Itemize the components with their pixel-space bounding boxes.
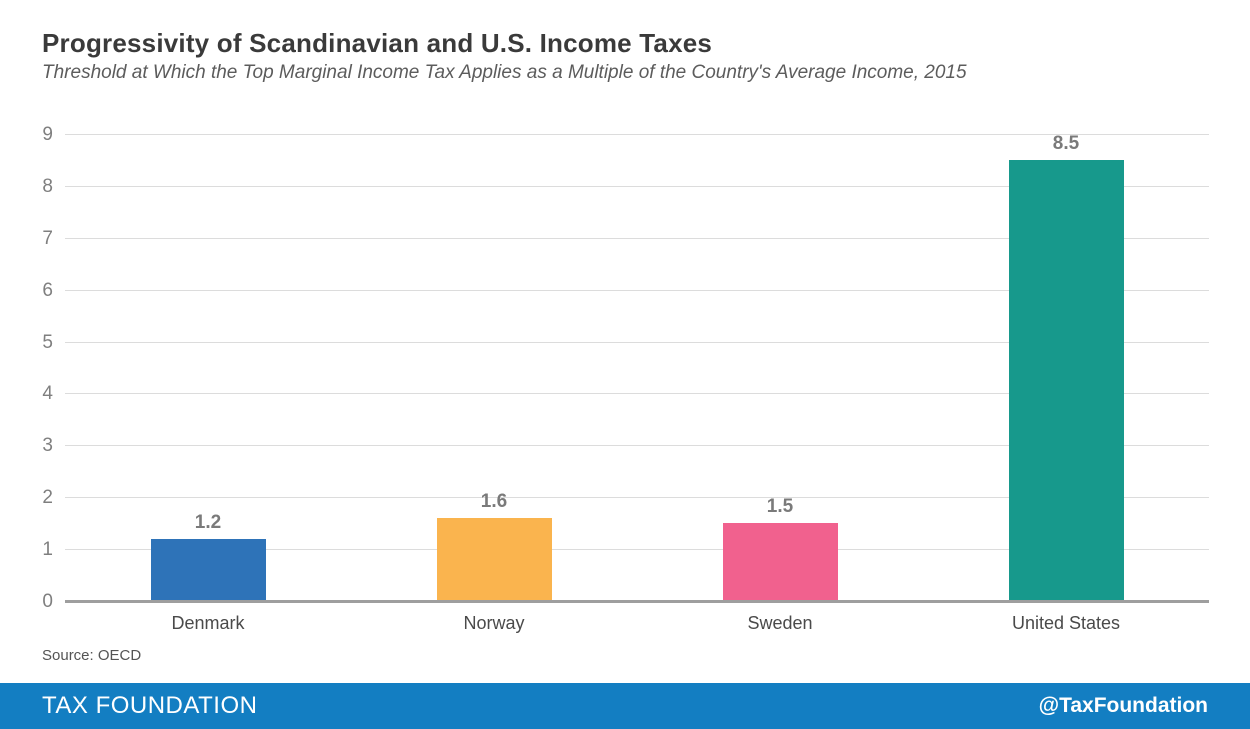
gridline xyxy=(65,549,1209,551)
gridline xyxy=(65,134,1209,135)
y-axis-tick-label: 7 xyxy=(42,227,53,249)
bar-denmark xyxy=(150,538,266,600)
bar-value-label: 8.5 xyxy=(1052,132,1080,154)
x-axis-category-label: Denmark xyxy=(171,613,245,633)
bar-norway xyxy=(436,517,552,600)
gridline xyxy=(65,185,1209,187)
x-axis-category-label: Norway xyxy=(463,613,525,633)
bar-united-states xyxy=(1008,159,1124,600)
source-note: Source: OECD xyxy=(42,647,142,664)
y-axis-tick-label: 5 xyxy=(42,331,53,353)
footer-bar: TAX FOUNDATION @TaxFoundation xyxy=(0,683,1250,729)
y-axis-tick-label: 8 xyxy=(42,175,53,197)
bar-value-label: 1.6 xyxy=(480,490,508,512)
bar-sweden xyxy=(722,523,838,600)
bar-value-label: 1.2 xyxy=(194,511,222,533)
y-axis-tick-label: 2 xyxy=(42,487,53,509)
y-axis-tick-label: 3 xyxy=(42,435,53,457)
gridline xyxy=(65,341,1209,343)
gridline xyxy=(65,289,1209,291)
bar-value-label: 1.5 xyxy=(766,496,794,518)
chart-title: Progressivity of Scandinavian and U.S. I… xyxy=(42,28,713,58)
chart-subtitle: Threshold at Which the Top Marginal Inco… xyxy=(42,62,967,83)
x-axis-baseline xyxy=(65,600,1209,603)
x-axis-category-label: United States xyxy=(1011,613,1121,633)
gridline xyxy=(65,497,1209,499)
y-axis-tick-label: 9 xyxy=(42,124,53,145)
x-axis-category-label: Sweden xyxy=(747,613,813,633)
brand-wordmark: TAX FOUNDATION xyxy=(42,692,258,719)
social-handle: @TaxFoundation xyxy=(1038,694,1208,717)
y-axis-tick-label: 1 xyxy=(42,539,53,561)
y-axis-tick-label: 0 xyxy=(42,591,53,612)
y-axis-tick-label: 6 xyxy=(42,279,53,301)
gridline xyxy=(65,445,1209,447)
y-axis-tick-label: 4 xyxy=(42,383,53,405)
gridline xyxy=(65,393,1209,395)
gridline xyxy=(65,237,1209,239)
